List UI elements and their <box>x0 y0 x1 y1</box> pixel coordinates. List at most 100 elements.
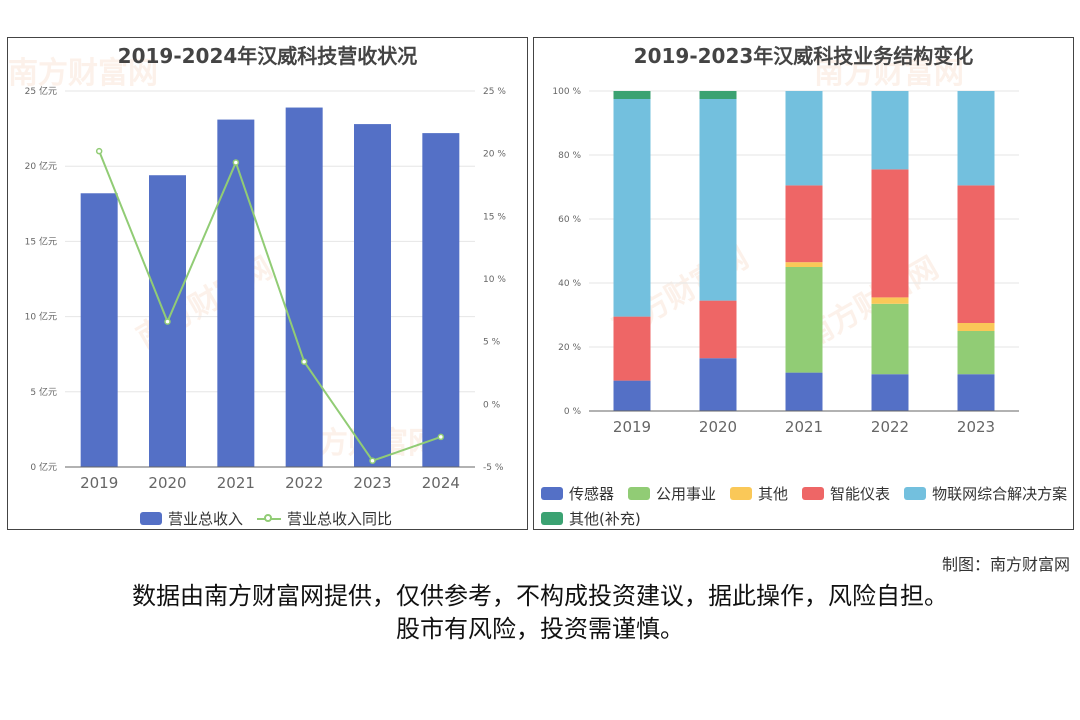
legend-label: 物联网综合解决方案 <box>932 485 1068 503</box>
stack-segment <box>871 169 909 298</box>
stack-segment <box>785 372 823 411</box>
stack-segment <box>957 185 995 323</box>
business-structure-chart-panel: 南方财富网 南方财富网 南方财富网 2019-2023年汉威科技业务结构变化 0… <box>533 37 1074 530</box>
legend-label: 公用事业 <box>656 485 717 503</box>
legend: 营业总收入 营业总收入同比 <box>140 508 392 529</box>
y-tick-label-left: 20 亿元 <box>25 160 57 172</box>
y-tick-label-right: 20 % <box>483 150 506 160</box>
legend-item[interactable]: 物联网综合解决方案 <box>904 483 1067 504</box>
y-tick-label-left: 0 亿元 <box>30 461 57 473</box>
stack-segment <box>613 316 651 381</box>
stack-segment <box>785 185 823 263</box>
legend-item[interactable]: 其他 <box>730 483 788 504</box>
revenue-yoy-line <box>98 150 442 462</box>
legend-swatch-icon <box>628 487 651 500</box>
y-tick-label-left: 10 亿元 <box>25 311 57 323</box>
legend-label: 智能仪表 <box>830 485 891 503</box>
stack-segment <box>699 300 737 359</box>
x-tick-label: 2020 <box>148 474 186 492</box>
legend-item-revenue[interactable]: 营业总收入 <box>140 508 243 529</box>
y-tick-label: 80 % <box>558 151 581 161</box>
x-tick-label: 2022 <box>871 418 909 436</box>
disclaimer-line: 股市有风险，投资需谨慎。 <box>396 615 684 643</box>
revenue-bar <box>285 107 323 467</box>
stack-segment <box>699 99 737 301</box>
y-tick-label: 60 % <box>558 215 581 225</box>
revenue-bar <box>80 193 118 467</box>
x-tick-label: 2022 <box>285 474 323 492</box>
revenue-bar <box>422 133 460 467</box>
revenue-yoy-point <box>164 318 171 325</box>
y-tick-label: 20 % <box>558 343 581 353</box>
x-tick-label: 2024 <box>422 474 460 492</box>
y-tick-label-left: 25 亿元 <box>25 85 57 97</box>
y-tick-label-right: 0 % <box>483 400 501 410</box>
x-tick-label: 2019 <box>80 474 118 492</box>
legend-label: 传感器 <box>569 485 615 503</box>
stack-segment <box>871 303 909 375</box>
y-tick-label-right: 25 % <box>483 87 506 97</box>
stack-segment <box>957 91 995 186</box>
stack-segment <box>871 297 909 304</box>
y-tick-label: 100 % <box>552 87 581 97</box>
stack-segment <box>871 374 909 411</box>
chart-title: 2019-2024年汉威科技营收状况 <box>117 44 418 68</box>
revenue-yoy-point <box>369 457 376 464</box>
stack-segment <box>871 91 909 170</box>
revenue-chart: 0 亿元 5 亿元 10 亿元 15 亿元 20 亿元 25 亿元 -5 % 0 % 5 % 10… <box>25 85 507 492</box>
legend-label: 其他 <box>758 485 789 503</box>
revenue-yoy-point <box>437 433 445 441</box>
disclaimer: 数据由南方财富网提供，仅供参考，不构成投资建议，据此操作，风险自担。 股市有风险… <box>0 580 1080 646</box>
legend-swatch-icon <box>730 487 753 500</box>
y-tick-label-right: 15 % <box>483 212 506 222</box>
y-tick-label-right: 10 % <box>483 275 506 285</box>
legend-swatch-icon <box>541 512 563 525</box>
y-tick-label: 0 % <box>564 407 582 417</box>
legend-item[interactable]: 智能仪表 <box>802 483 890 504</box>
stack-segment <box>699 358 737 411</box>
legend-item[interactable]: 公用事业 <box>628 483 716 504</box>
x-tick-label: 2023 <box>957 418 995 436</box>
bar-swatch-icon <box>140 512 162 525</box>
stack-segment <box>957 374 995 411</box>
x-tick-label: 2021 <box>217 474 255 492</box>
legend-swatch-icon <box>904 487 927 500</box>
legend-label: 营业总收入 <box>168 510 244 528</box>
stack-segment <box>613 99 651 317</box>
legend-item[interactable]: 其他(补充) <box>541 508 641 529</box>
revenue-yoy-point <box>95 147 103 155</box>
chart-title: 2019-2023年汉威科技业务结构变化 <box>633 44 974 68</box>
legend: 传感器 公用事业 其他 智能仪表 物联网综合解决方案其他(补充) <box>541 483 1071 529</box>
y-tick-label-left: 5 亿元 <box>30 386 57 398</box>
y-tick-label-left: 15 亿元 <box>25 235 57 247</box>
line-swatch-icon <box>257 512 282 525</box>
legend-label: 营业总收入同比 <box>287 510 393 528</box>
business-structure-chart: 0 % 20 % 40 % 60 % 80 % 100 % 2019 2020 2021 2022… <box>552 87 1019 436</box>
stack-segment <box>785 91 823 186</box>
legend-swatch-icon <box>541 487 563 500</box>
x-tick-label: 2023 <box>353 474 391 492</box>
y-tick-label-right: -5 % <box>483 463 504 473</box>
revenue-yoy-point <box>232 159 240 166</box>
stack-segment <box>785 267 823 373</box>
x-tick-label: 2019 <box>613 418 651 436</box>
stack-segment <box>699 91 737 99</box>
y-tick-label-right: 5 % <box>483 338 501 348</box>
stack-segment <box>613 380 651 411</box>
legend-item-revenue-yoy[interactable]: 营业总收入同比 <box>257 508 392 529</box>
revenue-bar <box>354 124 391 467</box>
x-tick-label: 2020 <box>699 418 737 436</box>
legend-label: 其他(补充) <box>569 510 641 528</box>
stack-segment <box>957 331 995 375</box>
legend-item[interactable]: 传感器 <box>541 483 614 504</box>
stack-segment <box>613 91 651 99</box>
y-tick-label: 40 % <box>558 279 581 289</box>
x-tick-label: 2021 <box>785 418 823 436</box>
disclaimer-line: 数据由南方财富网提供，仅供参考，不构成投资建议，据此操作，风险自担。 <box>132 582 948 610</box>
legend-swatch-icon <box>802 487 825 500</box>
revenue-yoy-point <box>300 358 308 365</box>
chart-credit: 制图：南方财富网 <box>941 555 1070 574</box>
revenue-bar <box>217 119 255 468</box>
revenue-chart-panel: 南方财富网 南方财富网 南方财富网 2019-2024年汉威科技营收状况 0 亿… <box>7 37 528 530</box>
stack-segment <box>785 262 823 267</box>
